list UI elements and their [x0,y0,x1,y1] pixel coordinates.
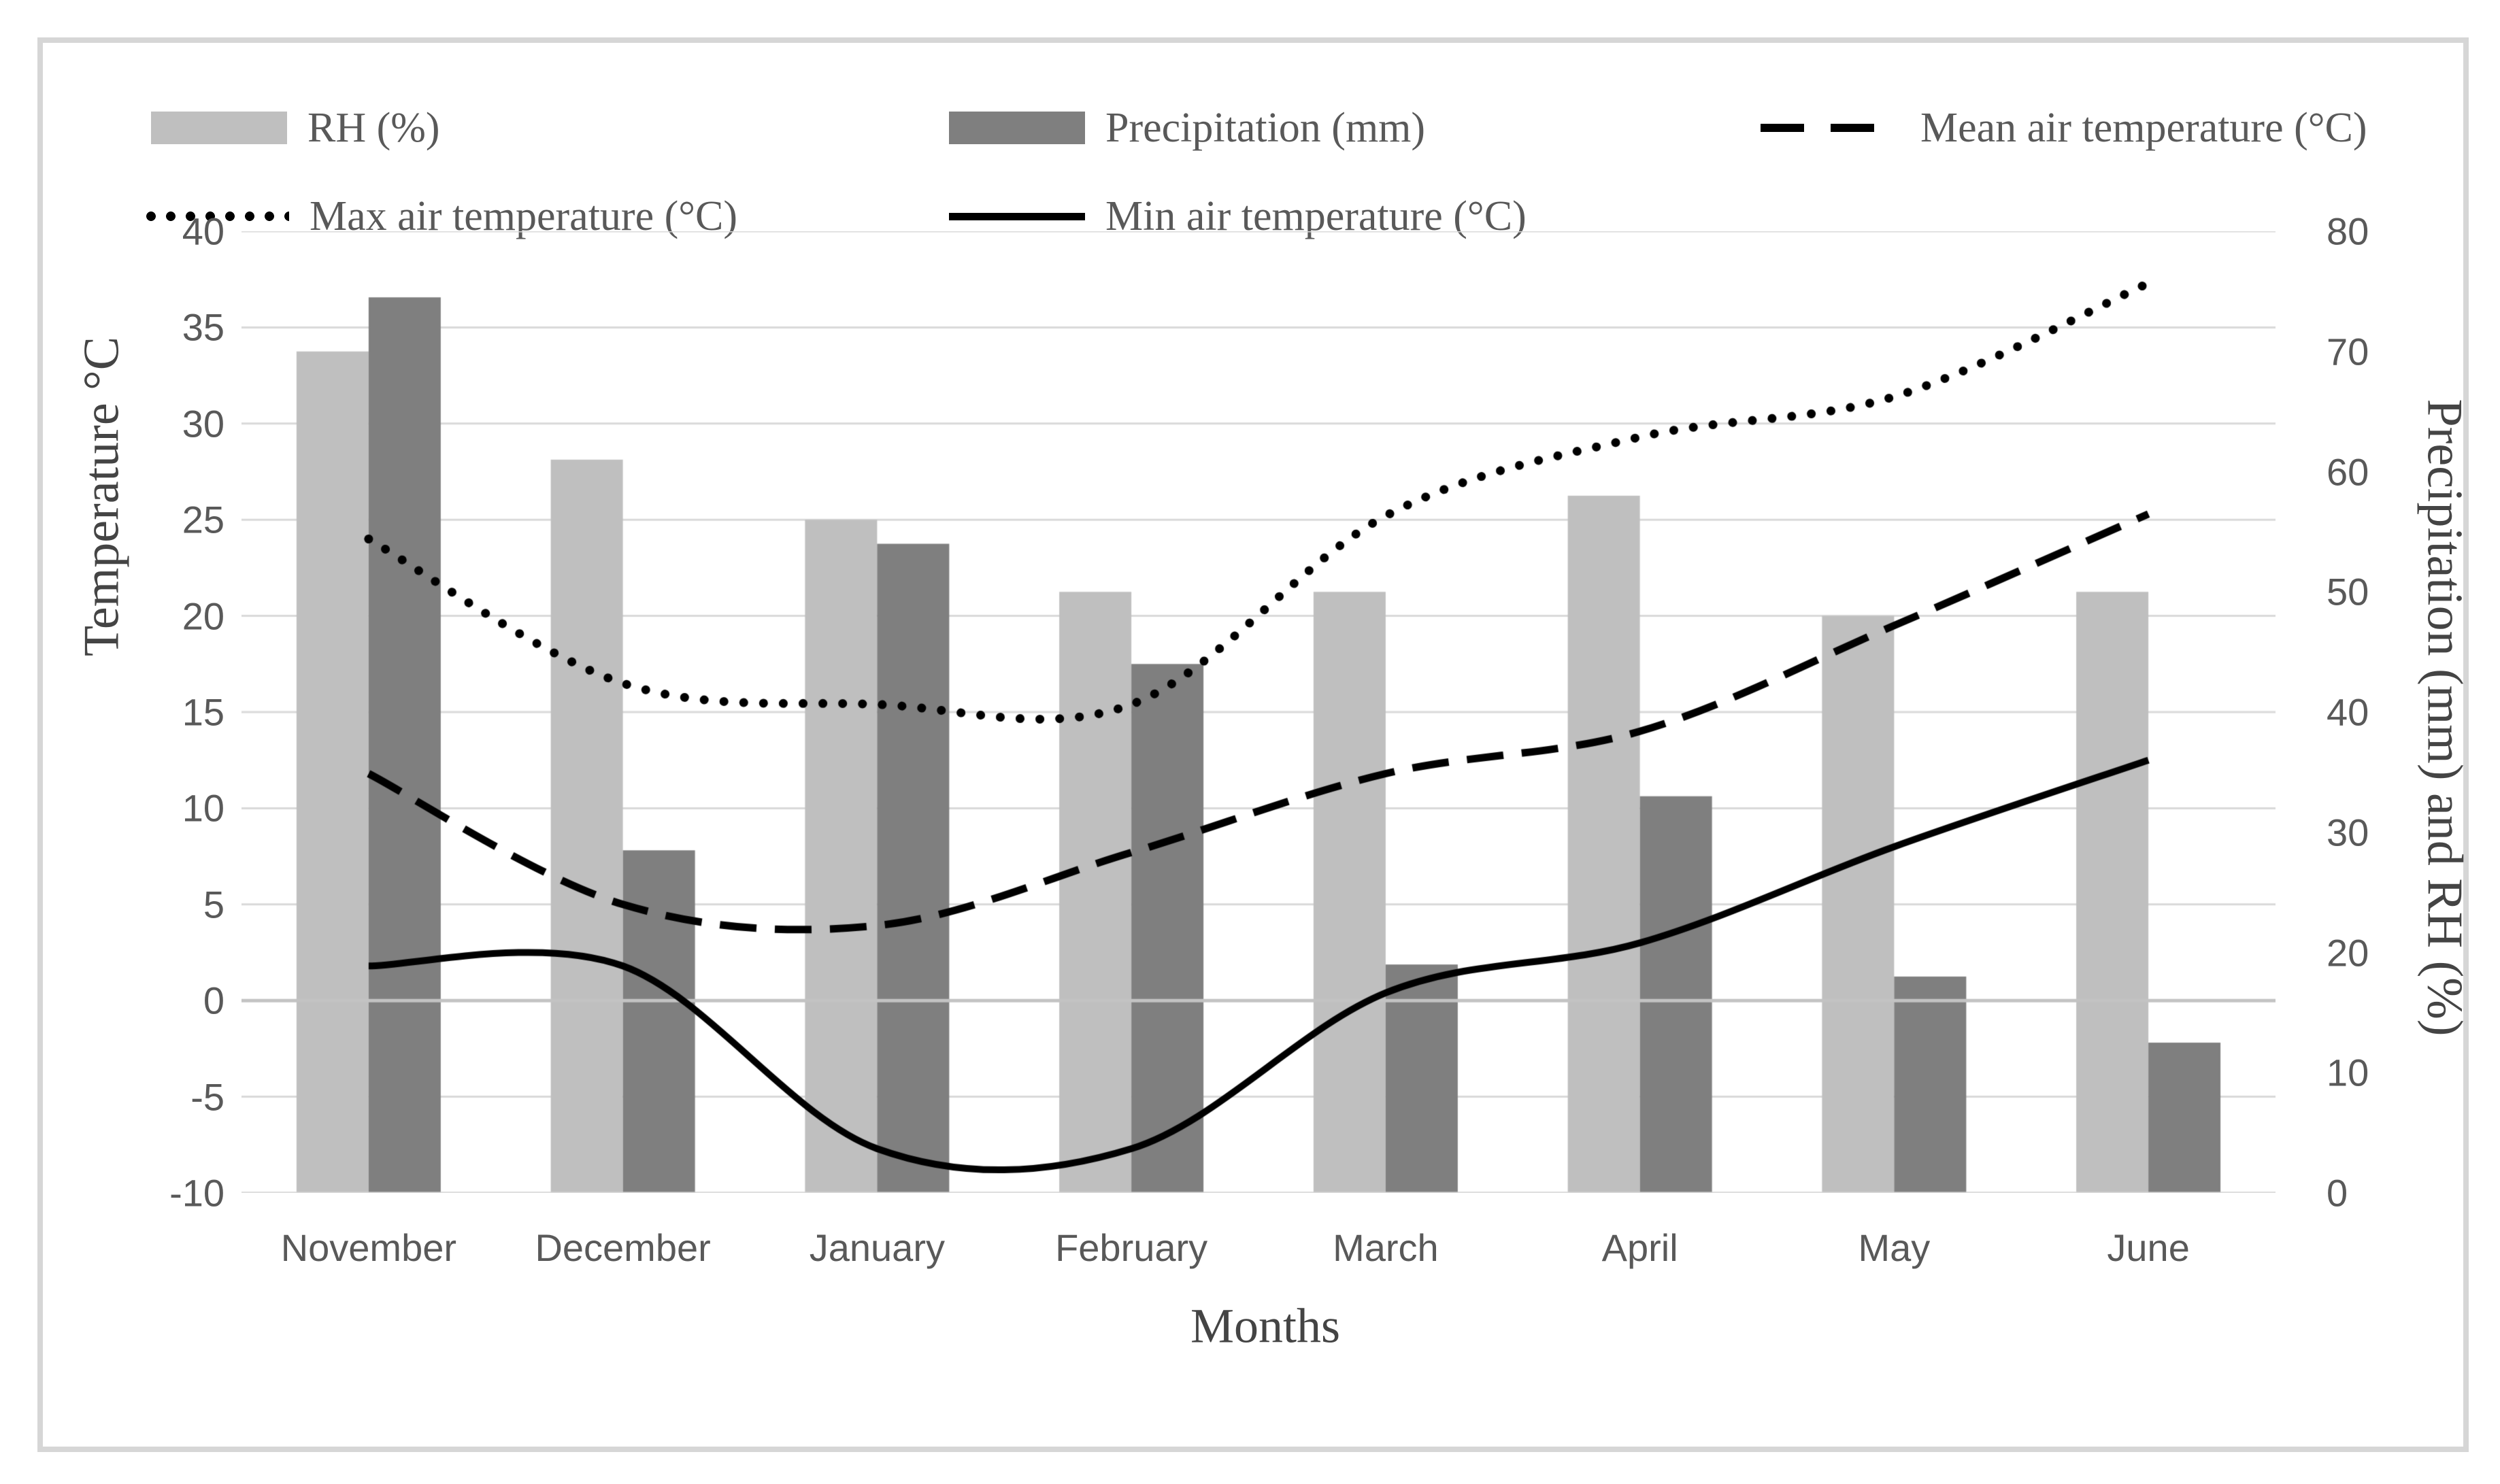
left-axis-tick: 35 [182,305,224,349]
left-axis-tick: 5 [203,883,224,926]
rh-swatch-icon [151,112,287,144]
x-axis-label-april: April [1601,1226,1678,1269]
right-axis-tick: 60 [2327,450,2369,493]
left-axis-tick: 15 [182,690,224,734]
left-axis-tick: 0 [203,979,224,1022]
left-axis-tick: 10 [182,786,224,830]
legend-label-mean-temp: Mean air temperature (°C) [1920,104,2367,151]
legend-label-precipitation: Precipitation (mm) [1105,104,1426,151]
left-axis-tick: 30 [182,402,224,445]
x-axis-label-february: February [1055,1226,1208,1269]
x-axis-title: Months [1190,1298,1341,1353]
right-axis-tick: 70 [2327,330,2369,373]
dashed-line-icon [1761,124,1900,132]
left-axis-tick: 20 [182,594,224,638]
right-axis-tick: 10 [2327,1051,2369,1094]
left-axis-title: Temperature °C [73,336,130,657]
legend-item-rh: RH (%) [151,101,440,155]
chart-plot-area [241,231,2276,1193]
legend-item-mean-temp: Mean air temperature (°C) [1761,101,2367,155]
right-axis-tick: 40 [2327,690,2369,734]
x-axis-label-march: March [1333,1226,1439,1269]
left-axis-tick: 25 [182,498,224,541]
precipitation-swatch-icon [949,112,1085,144]
right-axis-tick: 50 [2327,570,2369,613]
legend-label-rh: RH (%) [307,104,440,151]
dotted-line-icon [146,212,289,221]
right-axis-tick: 0 [2327,1171,2348,1215]
left-axis-tick: -5 [190,1075,224,1119]
right-axis-tick: 20 [2327,931,2369,974]
x-axis-label-november: November [280,1226,457,1269]
right-axis-tick: 30 [2327,811,2369,854]
solid-line-icon [949,212,1085,220]
left-axis-tick: -10 [169,1171,224,1215]
x-axis-label-december: December [535,1226,711,1269]
left-axis-tick: 40 [182,209,224,253]
x-axis-label-january: January [809,1226,945,1269]
x-axis-label-may: May [1858,1226,1931,1269]
right-axis-title: Precipitation (mm) and RH (%) [2416,399,2473,1036]
x-axis-label-june: June [2107,1226,2190,1269]
legend-item-precipitation: Precipitation (mm) [949,101,1425,155]
right-axis-tick: 80 [2327,209,2369,253]
